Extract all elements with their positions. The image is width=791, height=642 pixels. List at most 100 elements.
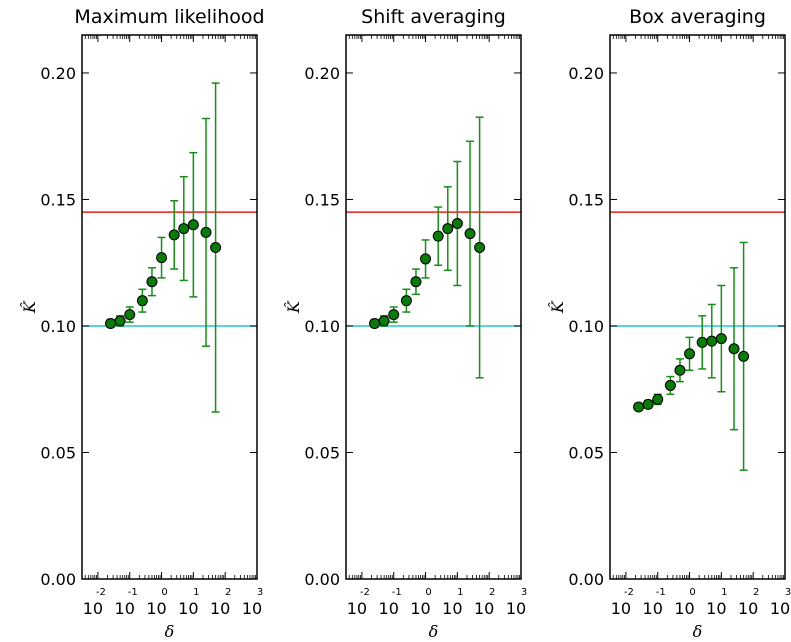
xtick-label-exp: -2 — [360, 587, 370, 598]
data-point — [168, 229, 180, 241]
data-point — [464, 228, 476, 240]
xtick-label-base: 10 — [146, 599, 166, 618]
xtick-label-base: 10 — [410, 599, 430, 618]
ytick-label: 0.10 — [40, 317, 76, 336]
data-point — [136, 295, 148, 307]
xtick-label-exp: 1 — [457, 587, 463, 598]
panel-1: Maximum likelihood0.000.050.100.150.2010… — [20, 6, 265, 641]
xtick-label-base: 10 — [738, 599, 758, 618]
data-point — [124, 309, 136, 321]
xtick-label-base: 10 — [770, 599, 790, 618]
data-point — [706, 335, 718, 347]
data-point — [684, 348, 696, 360]
xtick-label-exp: 3 — [785, 587, 791, 598]
data-point — [696, 336, 708, 348]
panel-title: Shift averaging — [361, 6, 506, 28]
xtick-label-base: 10 — [347, 599, 367, 618]
xtick-label-exp: 2 — [753, 587, 759, 598]
xtick-label-exp: 3 — [521, 587, 527, 598]
xtick-label-base: 10 — [242, 599, 262, 618]
xtick-label-exp: -1 — [392, 587, 402, 598]
xtick-label-base: 10 — [674, 599, 694, 618]
x-axis-label: δ — [165, 622, 175, 641]
data-point — [451, 218, 463, 230]
data-point — [200, 226, 212, 238]
xtick-label-exp: 2 — [489, 587, 495, 598]
data-point — [156, 252, 168, 264]
xtick-label-base: 10 — [115, 599, 135, 618]
ytick-label: 0.00 — [304, 570, 340, 589]
data-point — [728, 343, 740, 355]
axes-frame — [345, 34, 522, 580]
data-point — [210, 242, 222, 254]
ytick-label: 0.15 — [568, 190, 604, 209]
xtick-label-base: 10 — [706, 599, 726, 618]
ytick-label: 0.05 — [40, 443, 76, 462]
xtick-label-base: 10 — [442, 599, 462, 618]
xtick-label-base: 10 — [506, 599, 526, 618]
data-point — [388, 309, 400, 321]
x-axis-label: δ — [429, 622, 439, 641]
xtick-label-base: 10 — [474, 599, 494, 618]
data-point — [432, 230, 444, 242]
data-point — [633, 401, 645, 413]
xtick-label-exp: 1 — [193, 587, 199, 598]
panel-title: Maximum likelihood — [74, 6, 264, 28]
xtick-label-base: 10 — [210, 599, 230, 618]
x-axis-label: δ — [693, 622, 703, 641]
xtick-label-exp: 1 — [721, 587, 727, 598]
ytick-label: 0.10 — [568, 317, 604, 336]
data-point — [420, 253, 432, 265]
data-point — [738, 350, 750, 362]
xtick-label-base: 10 — [643, 599, 663, 618]
axes-frame — [609, 34, 786, 580]
xtick-label-exp: 3 — [257, 587, 263, 598]
ytick-label: 0.20 — [568, 64, 604, 83]
xtick-label-exp: -1 — [656, 587, 666, 598]
xtick-label-base: 10 — [611, 599, 631, 618]
ytick-label: 0.20 — [40, 64, 76, 83]
xtick-label-exp: 2 — [225, 587, 231, 598]
data-point — [652, 393, 664, 405]
ytick-label: 0.00 — [40, 570, 76, 589]
xtick-label-exp: 0 — [425, 587, 431, 598]
ytick-label: 0.10 — [304, 317, 340, 336]
data-point — [664, 379, 676, 391]
xtick-label-exp: -2 — [96, 587, 106, 598]
panel-2: Shift averaging0.000.050.100.150.2010-21… — [284, 6, 527, 641]
y-axis-label: K̂ — [548, 300, 567, 314]
y-axis-label: K̂ — [284, 300, 303, 314]
y-axis-label: K̂ — [20, 300, 39, 314]
xtick-label-exp: -2 — [624, 587, 634, 598]
data-point — [442, 223, 454, 235]
xtick-label-exp: -1 — [128, 587, 138, 598]
data-point — [178, 223, 190, 235]
xtick-label-base: 10 — [83, 599, 103, 618]
data-point — [369, 317, 381, 329]
ytick-label: 0.15 — [40, 190, 76, 209]
xtick-label-exp: 0 — [689, 587, 695, 598]
xtick-label-exp: 0 — [161, 587, 167, 598]
data-point — [187, 219, 199, 231]
ytick-label: 0.00 — [568, 570, 604, 589]
xtick-label-base: 10 — [379, 599, 399, 618]
data-point — [410, 276, 422, 288]
data-point — [474, 242, 486, 254]
data-point — [715, 333, 727, 345]
xtick-label-base: 10 — [178, 599, 198, 618]
axes-frame — [81, 34, 258, 580]
data-point — [105, 317, 117, 329]
ytick-label: 0.15 — [304, 190, 340, 209]
data-point — [674, 364, 686, 376]
data-point — [642, 398, 654, 410]
data-point — [146, 276, 158, 288]
data-point — [114, 315, 126, 327]
panel-3: Box averaging0.000.050.100.150.2010-210-… — [548, 6, 791, 641]
data-point — [378, 315, 390, 327]
ytick-label: 0.20 — [304, 64, 340, 83]
ytick-label: 0.05 — [304, 443, 340, 462]
data-point — [400, 295, 412, 307]
panel-title: Box averaging — [629, 6, 766, 28]
ytick-label: 0.05 — [568, 443, 604, 462]
